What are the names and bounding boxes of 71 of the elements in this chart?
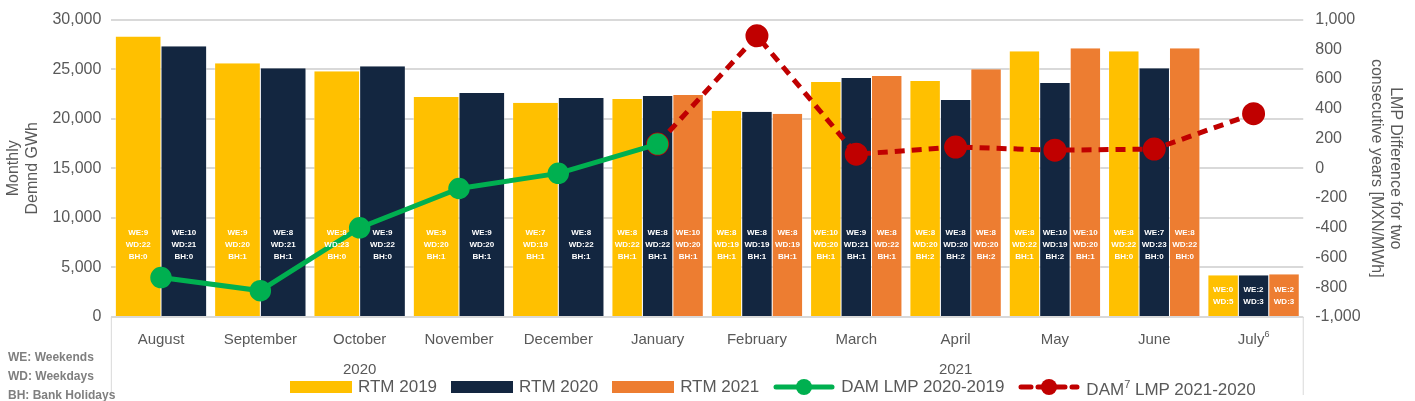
data-label: WE:9 WD:20 BH:1 — [469, 228, 495, 262]
y2-axis-title: LMP Difference for two consecutive years [MXN/MWh] — [1368, 58, 1405, 278]
y-tick-label: 0 — [92, 307, 102, 325]
data-label: WE:10 WD:20 BH:1 — [675, 228, 702, 262]
text: 2020 — [342, 360, 377, 377]
legend-label: RTM 2020 — [519, 376, 599, 397]
data-label: WE:8 WD:19 BH:1 — [774, 228, 801, 262]
x-tick-label: September — [223, 330, 298, 347]
y2-tick-label: -800 — [1315, 277, 1348, 295]
data-label: WE:8 WD:19 BH:1 — [714, 228, 740, 262]
x-tick-label: May — [1040, 330, 1070, 347]
legend-label: RTM 2021 — [680, 376, 760, 397]
data-label: WE:7 WD:19 BH:1 — [523, 228, 549, 262]
text: 2021 — [938, 360, 973, 377]
data-label: WE:8 WD:20 BH:2 — [973, 228, 1000, 262]
text: BH: Bank Holidays — [8, 388, 116, 401]
data-label: WE:8 WD:22 BH:1 — [1012, 228, 1038, 262]
legend-label: RTM 2019 — [358, 376, 438, 397]
data-label: WE:9 WD:21 BH:1 — [843, 228, 870, 262]
data-label: WE:0 WD:5 — [1212, 285, 1234, 307]
y2-tick-label: 0 — [1315, 158, 1325, 176]
data-label: WE:8 WD:20 BH:2 — [912, 228, 939, 262]
y-tick-label: 25,000 — [52, 59, 102, 77]
data-label: WE:8 WD:22 BH:1 — [614, 228, 641, 262]
data-label: WE:8 WD:20 BH:2 — [943, 228, 969, 262]
data-label: WE:2 WD:3 — [1273, 284, 1295, 306]
x-tick-label: February — [726, 330, 788, 347]
x-tick-label: December — [523, 330, 593, 347]
data-label: WE:10 WD:20 BH:1 — [813, 228, 839, 262]
x-tick-label: October — [332, 330, 387, 347]
data-label: WE:8 WD:21 BH:1 — [270, 228, 297, 262]
y-tick-label: 30,000 — [52, 10, 102, 28]
data-label: WE:10 WD:19 BH:2 — [1042, 228, 1068, 262]
data-label: WE:9 WD:22 BH:0 — [125, 228, 152, 262]
legend-label: DAM$^{7}$ LMP 2021-2020 — [1086, 377, 1256, 400]
data-label: WE:10 WD:21 BH:0 — [171, 228, 197, 262]
y2-tick-label: 400 — [1315, 99, 1343, 117]
x-tick-label: March — [835, 330, 878, 347]
data-label: WE:8 WD:22 BH:1 — [645, 228, 671, 262]
y-axis-title: Monthly Demnd GWh — [4, 122, 41, 215]
y2-tick-label: 200 — [1315, 128, 1343, 146]
y-tick-label: 15,000 — [52, 158, 102, 176]
x-tick-label: June — [1137, 330, 1171, 347]
y2-tick-label: 1,000 — [1315, 10, 1356, 28]
data-label: WE:10 WD:20 BH:1 — [1072, 228, 1099, 262]
text: WD: Weekdays — [8, 369, 95, 383]
x-tick-label: January — [630, 330, 685, 347]
x-tick-label: April — [940, 330, 971, 347]
data-label: WE:8 WD:22 BH:1 — [874, 228, 900, 262]
data-label: WE:9 WD:20 BH:1 — [225, 228, 251, 262]
data-label: WE:8 WD:22 BH:0 — [1172, 228, 1198, 262]
y2-tick-label: -400 — [1315, 218, 1348, 236]
y2-tick-label: -1,000 — [1315, 307, 1361, 325]
y2-tick-label: 800 — [1315, 39, 1343, 57]
y-tick-label: 20,000 — [52, 109, 102, 127]
legend-label: DAM LMP 2020-2019 — [841, 376, 1005, 397]
x-tick-label: November — [424, 330, 494, 347]
y-tick-label: 10,000 — [52, 208, 102, 226]
y-tick-label: 5,000 — [61, 257, 102, 275]
data-label: WE:9 WD:22 BH:0 — [370, 228, 396, 262]
y2-tick-label: -200 — [1315, 188, 1348, 206]
data-label: WE:8 WD:22 BH:0 — [1111, 228, 1137, 262]
y2-tick-label: -600 — [1315, 247, 1348, 265]
data-label: WE:9 WD:20 BH:1 — [423, 228, 450, 262]
data-label: WE:8 WD:19 BH:1 — [744, 228, 770, 262]
data-label: WE:7 WD:23 BH:0 — [1141, 228, 1168, 262]
text: WE: Weekends — [8, 350, 95, 364]
data-label: WE:8 WD:22 BH:1 — [568, 228, 595, 262]
y2-tick-label: 600 — [1315, 69, 1343, 87]
x-tick-label: August — [137, 330, 186, 347]
data-label: WE:2 WD:3 — [1243, 285, 1265, 307]
